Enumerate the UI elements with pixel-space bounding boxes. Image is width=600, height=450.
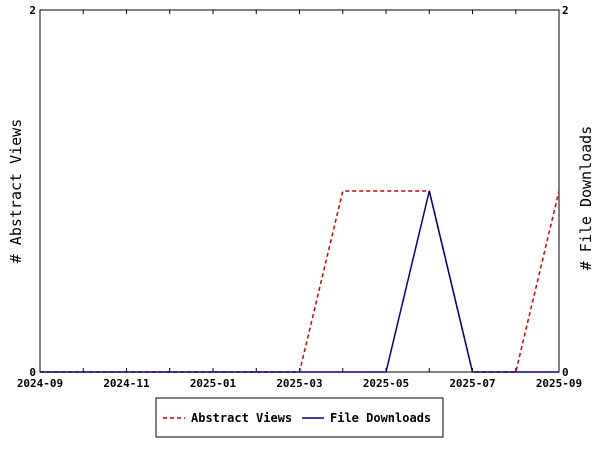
series-line-abstract-views: [40, 190, 560, 373]
x-tick-label: 2024-09: [17, 377, 63, 390]
legend: Abstract Views File Downloads: [155, 397, 444, 438]
series-lines: [40, 190, 560, 373]
x-tick-label: 2025-07: [449, 377, 495, 390]
y-tick-label-right: 2: [562, 4, 569, 17]
y-tick-label-left: 0: [29, 366, 36, 379]
legend-label: File Downloads: [330, 411, 431, 425]
legend-box: [155, 397, 444, 438]
y-axis-title-left: # Abstract Views: [7, 119, 25, 264]
legend-label: Abstract Views: [191, 411, 292, 425]
plot-border: [39, 9, 560, 373]
y-axes: 0 2 0 2: [29, 4, 568, 379]
x-tick-label: 2025-05: [363, 377, 409, 390]
x-axis: 2024-09 2024-11 2025-01 2025-03 2025-05 2025-…: [17, 10, 582, 390]
x-tick-label: 2025-09: [536, 377, 582, 390]
y-tick-label-right: 0: [562, 366, 569, 379]
x-tick-label: 2025-03: [276, 377, 322, 390]
plot-frame: [39, 9, 560, 373]
series-line-file-downloads: [40, 190, 559, 373]
x-tick-label: 2025-01: [190, 377, 237, 390]
y-axis-title-right: # File Downloads: [577, 126, 595, 271]
x-tick-label: 2024-11: [103, 377, 150, 390]
y-tick-label-left: 2: [29, 4, 36, 17]
